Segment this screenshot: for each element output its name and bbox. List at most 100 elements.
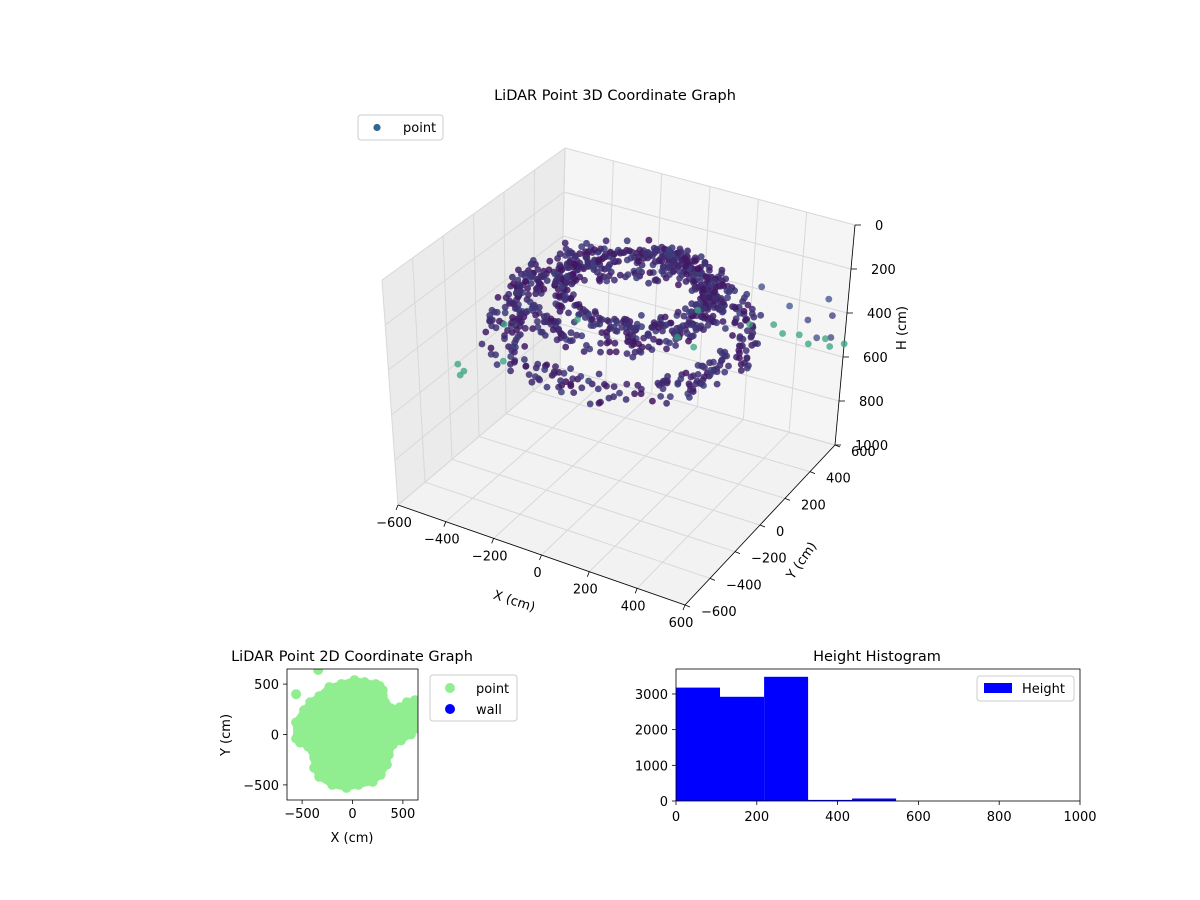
data-point-2d <box>413 699 418 710</box>
data-point-3d <box>597 245 604 253</box>
gridline-floor-y <box>451 458 736 553</box>
data-point-3d <box>626 247 633 255</box>
data-point-3d <box>611 339 619 347</box>
data-point-3d-outlier <box>770 321 778 328</box>
data-point-3d <box>748 332 755 340</box>
data-point-3d-outlier <box>786 302 793 310</box>
data-point-3d <box>633 274 640 282</box>
data-point-3d <box>718 270 725 277</box>
chart-3d-xlabel: X (cm) <box>491 588 537 616</box>
data-point-3d <box>696 300 704 307</box>
data-point-3d <box>540 285 548 293</box>
data-point-3d <box>605 394 613 402</box>
data-point-3d <box>710 277 718 285</box>
y-tick-label-hist: 0 <box>660 795 668 810</box>
data-point-3d <box>648 324 656 331</box>
gridline-back-z <box>563 191 852 270</box>
data-point-3d <box>604 317 611 324</box>
data-point-3d <box>700 293 708 301</box>
data-point-3d <box>538 328 546 336</box>
data-point-3d <box>629 332 637 339</box>
data-point-2d <box>341 782 352 793</box>
z-tick-label-3d: 1000 <box>855 439 888 454</box>
data-point-3d <box>706 359 713 367</box>
data-point-3d <box>710 288 718 296</box>
data-point-3d <box>682 278 690 285</box>
data-point-2d <box>405 729 416 740</box>
data-point-3d <box>623 316 630 323</box>
data-point-3d <box>652 247 660 255</box>
data-point-3d <box>511 358 518 366</box>
data-point-3d <box>562 343 570 351</box>
data-point-3d <box>682 263 689 270</box>
data-point-3d <box>706 294 713 301</box>
data-point-3d <box>493 308 501 316</box>
legend-3d-point-label: point <box>403 121 436 136</box>
data-point-3d <box>534 266 542 273</box>
data-point-3d <box>670 267 678 275</box>
data-point-2d <box>377 685 388 696</box>
data-point-3d <box>721 348 729 356</box>
data-point-3d <box>687 386 694 394</box>
data-point-2d <box>394 702 405 713</box>
data-point-3d <box>644 330 652 338</box>
data-point-3d <box>496 317 503 325</box>
data-point-3d <box>532 373 539 380</box>
data-point-3d <box>654 379 662 387</box>
data-point-3d <box>583 239 590 247</box>
histogram-bar <box>808 799 853 801</box>
data-point-3d-outlier <box>456 371 464 379</box>
x-tick-label-hist: 200 <box>744 810 769 825</box>
data-point-2d <box>295 737 306 748</box>
data-point-3d <box>724 294 731 302</box>
data-point-3d-outlier <box>499 357 507 365</box>
data-point-3d <box>478 340 486 348</box>
data-point-3d <box>528 378 536 386</box>
gridline-back-z <box>559 367 836 446</box>
data-point-3d <box>532 311 539 319</box>
z-tick-label-3d: 400 <box>867 307 892 322</box>
data-point-3d <box>704 322 712 329</box>
y-tick-3d <box>684 604 691 608</box>
data-point-3d <box>666 339 673 347</box>
data-point-3d <box>584 258 592 266</box>
chart-2d-ylabel: Y (cm) <box>219 714 234 757</box>
data-point-3d <box>635 266 643 274</box>
data-point-3d <box>719 318 727 325</box>
data-point-3d <box>649 397 656 405</box>
data-point-3d <box>686 394 693 401</box>
data-point-3d <box>565 309 572 317</box>
data-point-3d <box>534 360 542 368</box>
data-point-3d <box>558 283 566 291</box>
data-point-3d <box>565 264 573 272</box>
data-point-3d <box>521 278 529 286</box>
data-point-3d <box>742 347 750 354</box>
tick-group-2d: −500 0 500 −500 0 500 <box>243 678 415 822</box>
data-point-3d <box>607 248 614 256</box>
histogram-bar <box>676 687 720 801</box>
data-point-3d <box>694 265 702 273</box>
data-point-3d <box>713 380 721 388</box>
data-point-3d <box>605 272 613 280</box>
data-point-3d <box>521 343 529 350</box>
data-point-3d <box>726 287 734 294</box>
data-point-2d <box>375 769 386 780</box>
data-point-3d <box>571 260 579 268</box>
y-tick-label-3d: −400 <box>726 578 762 593</box>
data-point-3d <box>578 243 586 251</box>
data-point-3d <box>736 354 743 362</box>
data-point-3d <box>522 362 530 370</box>
data-point-3d <box>591 308 599 315</box>
data-point-3d <box>557 302 565 310</box>
x-tick-label-hist: 600 <box>906 810 931 825</box>
data-point-3d <box>563 272 571 280</box>
y-tick-label-3d: 600 <box>851 445 876 460</box>
data-point-3d <box>521 356 528 363</box>
data-point-3d <box>674 380 682 388</box>
data-point-3d <box>706 371 714 379</box>
legend-2d-point-label: point <box>476 682 509 697</box>
gridline-left-z <box>384 191 565 326</box>
gridline-left-z <box>394 323 562 461</box>
data-point-3d <box>524 285 531 292</box>
